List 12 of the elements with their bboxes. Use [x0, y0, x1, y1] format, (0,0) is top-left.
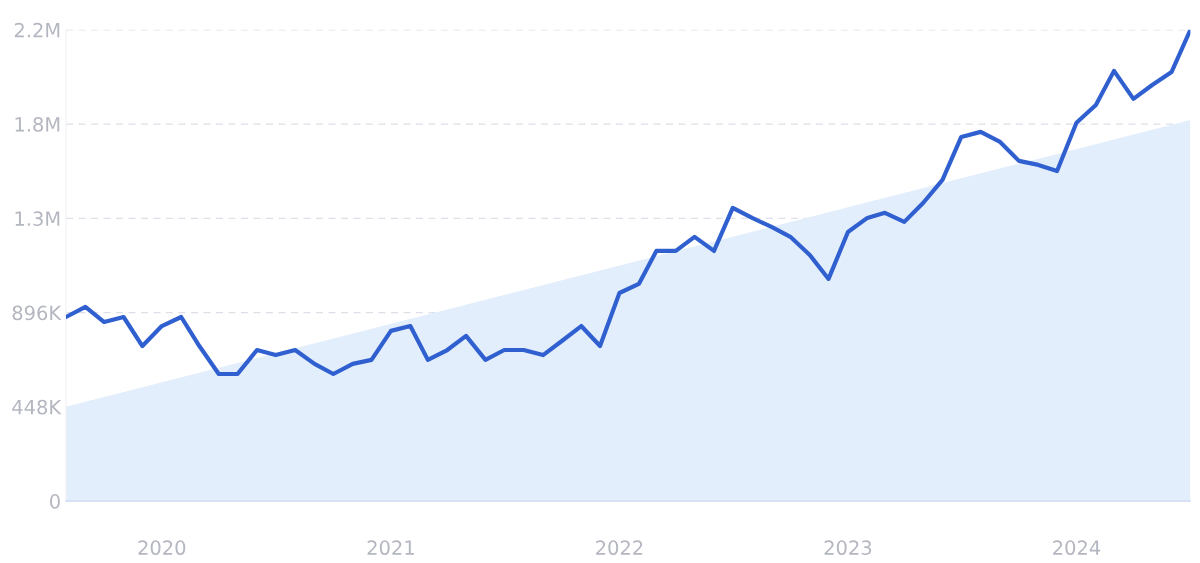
y-tick-label: 1.8M — [15, 117, 60, 132]
y-tick-label: 2.2M — [14, 22, 60, 38]
y-tick-label: 896K — [12, 305, 62, 321]
line-series — [66, 29, 1191, 377]
y-tick-label: 448K — [12, 399, 62, 415]
y-tick-label: 0 — [50, 494, 60, 509]
x-tick-label: 2023 — [824, 540, 872, 556]
y-tick-label: 1.3M — [15, 211, 60, 226]
x-tick-label: 2022 — [596, 540, 643, 556]
x-tick-label: 2020 — [138, 540, 186, 556]
x-tick-label: 2024 — [1053, 540, 1101, 556]
x-tick-label: 2021 — [367, 540, 414, 556]
